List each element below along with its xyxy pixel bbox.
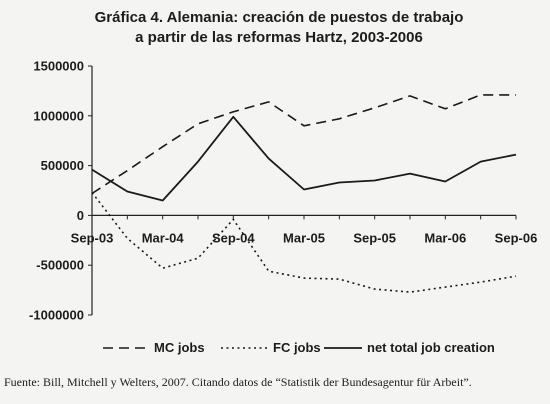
series-line-mc-jobs — [91, 94, 516, 195]
chart-title-line-2: a partir de las reformas Hartz, 2003-200… — [135, 29, 423, 46]
x-tick-label: Mar-06 — [424, 230, 466, 245]
y-tick-label: -500000 — [36, 258, 84, 273]
x-tick-label: Mar-04 — [142, 230, 185, 245]
y-tick-label: 1000000 — [33, 108, 84, 123]
source-note: Fuente: Bill, Mitchell y Welters, 2007. … — [4, 375, 472, 389]
x-tick-label: Mar-05 — [283, 230, 325, 245]
axes: 1500000 1000000 500000 0 -500000 -1000000 Sep-… — [29, 59, 537, 323]
y-tick-label: 500000 — [41, 158, 84, 173]
series-line-fc-jobs — [91, 192, 517, 293]
legend-label-mc-jobs: MC jobs — [154, 340, 205, 355]
series-line-net-total-job-creation — [91, 115, 517, 202]
x-tick-label: Sep-06 — [495, 230, 538, 245]
legend: MC jobs FC jobs net total job creation — [103, 340, 495, 355]
legend-label-net-total-job-creation: net total job creation — [367, 340, 495, 355]
legend-label-fc-jobs: FC jobs — [273, 340, 321, 355]
y-tick-label: -1000000 — [29, 308, 84, 323]
x-tick-label: Sep-04 — [212, 230, 255, 245]
series-lines — [91, 94, 517, 293]
chart-title-line-1: Gráfica 4. Alemania: creación de puestos… — [95, 9, 464, 26]
y-tick-label: 1500000 — [33, 59, 84, 74]
x-tick-label: Sep-05 — [353, 230, 396, 245]
y-tick-label: 0 — [77, 208, 84, 223]
x-tick-label: Sep-03 — [71, 230, 114, 245]
